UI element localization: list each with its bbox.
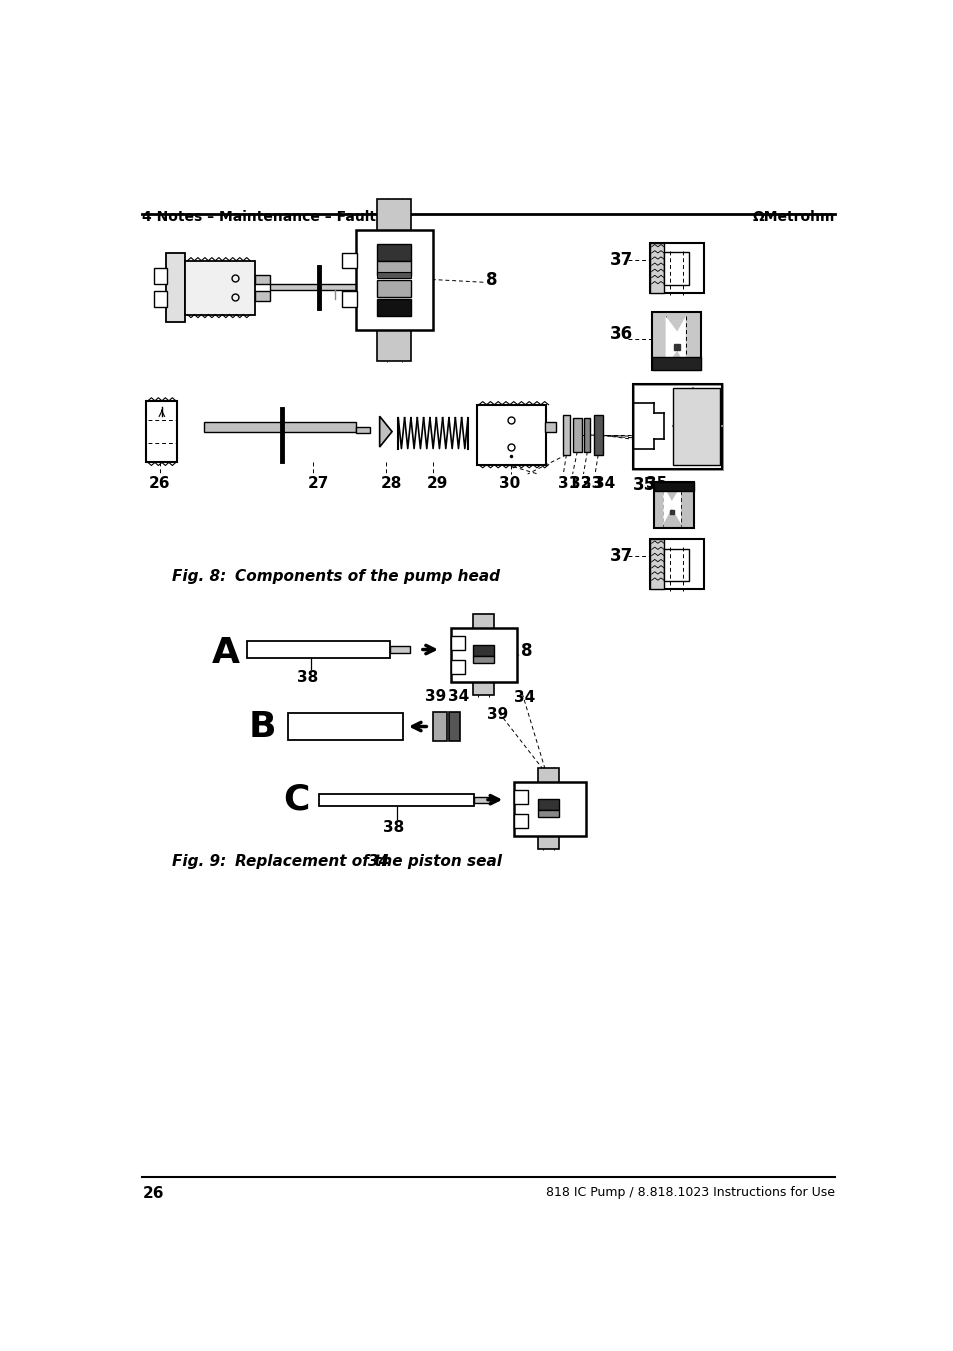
Polygon shape: [379, 416, 392, 447]
Bar: [451, 628, 517, 682]
Bar: [472, 615, 494, 694]
Bar: [319, 793, 474, 805]
Text: 38: 38: [382, 820, 403, 835]
Bar: [377, 273, 411, 278]
Text: 29: 29: [427, 476, 448, 490]
Bar: [377, 261, 411, 274]
Bar: [247, 642, 390, 658]
Bar: [514, 815, 528, 828]
Bar: [166, 253, 185, 323]
Text: C: C: [283, 782, 310, 817]
Bar: [449, 712, 459, 742]
Bar: [472, 644, 494, 655]
Text: 28: 28: [380, 476, 401, 490]
Bar: [204, 423, 355, 431]
Bar: [649, 539, 703, 589]
Text: A: A: [212, 636, 240, 670]
Bar: [673, 388, 720, 465]
Bar: [514, 790, 528, 804]
Text: 34: 34: [367, 854, 389, 869]
Bar: [254, 292, 270, 301]
Bar: [649, 243, 703, 293]
Text: 4 Notes – Maintenance – Faults: 4 Notes – Maintenance – Faults: [142, 209, 384, 224]
Text: 30: 30: [498, 476, 519, 490]
Text: Fig. 9:: Fig. 9:: [172, 854, 226, 869]
Bar: [154, 269, 167, 284]
Polygon shape: [662, 485, 680, 524]
Text: 33: 33: [580, 476, 601, 490]
Bar: [562, 415, 570, 455]
Bar: [472, 655, 494, 663]
Bar: [377, 299, 411, 316]
Bar: [355, 427, 369, 434]
Bar: [390, 646, 410, 653]
Bar: [474, 797, 489, 802]
Bar: [341, 253, 356, 269]
Text: 35: 35: [633, 477, 656, 494]
Text: 27: 27: [307, 476, 329, 490]
Bar: [476, 405, 545, 465]
Text: ΩMetrohm: ΩMetrohm: [752, 209, 835, 224]
Bar: [537, 809, 558, 817]
Bar: [545, 423, 556, 431]
Bar: [652, 357, 700, 370]
Bar: [377, 243, 411, 261]
Text: 32: 32: [569, 476, 590, 490]
Bar: [341, 292, 356, 307]
Bar: [451, 636, 464, 650]
Text: 34: 34: [593, 476, 614, 490]
Bar: [654, 482, 694, 528]
Bar: [377, 280, 411, 297]
Bar: [663, 549, 688, 581]
Text: 38: 38: [297, 670, 318, 685]
Text: 39: 39: [487, 708, 508, 723]
Bar: [154, 292, 167, 307]
Text: 818 IC Pump / 8.818.1023 Instructions for Use: 818 IC Pump / 8.818.1023 Instructions fo…: [546, 1186, 835, 1200]
Bar: [514, 782, 585, 836]
Bar: [185, 261, 254, 315]
Bar: [288, 713, 402, 740]
Text: 8: 8: [485, 272, 497, 289]
Text: 26: 26: [142, 1186, 164, 1201]
Bar: [633, 384, 721, 469]
Bar: [649, 539, 663, 589]
Text: 34: 34: [447, 689, 469, 704]
Bar: [254, 274, 270, 284]
Text: Fig. 8:: Fig. 8:: [172, 569, 226, 584]
Text: 37: 37: [609, 251, 633, 269]
Bar: [583, 417, 590, 451]
Polygon shape: [665, 316, 685, 366]
Bar: [654, 482, 694, 490]
Text: 26: 26: [149, 476, 170, 490]
Bar: [270, 284, 371, 290]
Text: Components of the pump head: Components of the pump head: [235, 569, 500, 584]
Bar: [146, 401, 177, 462]
Text: 39: 39: [425, 689, 446, 704]
Bar: [355, 230, 433, 330]
Text: B: B: [249, 709, 275, 743]
Bar: [451, 661, 464, 674]
Bar: [537, 798, 558, 809]
Bar: [537, 769, 558, 848]
Bar: [572, 417, 581, 451]
Text: 8: 8: [520, 642, 532, 661]
Text: 34: 34: [514, 689, 536, 705]
Text: 31: 31: [558, 476, 578, 490]
Bar: [433, 712, 447, 742]
Bar: [649, 243, 663, 293]
Bar: [633, 384, 721, 469]
Text: 35: 35: [645, 476, 667, 490]
Text: 36: 36: [609, 324, 632, 343]
Bar: [593, 415, 602, 455]
Bar: [652, 312, 700, 370]
Bar: [377, 199, 411, 361]
Text: 37: 37: [609, 547, 633, 565]
Bar: [663, 253, 688, 285]
Text: Replacement of the piston seal: Replacement of the piston seal: [235, 854, 507, 869]
